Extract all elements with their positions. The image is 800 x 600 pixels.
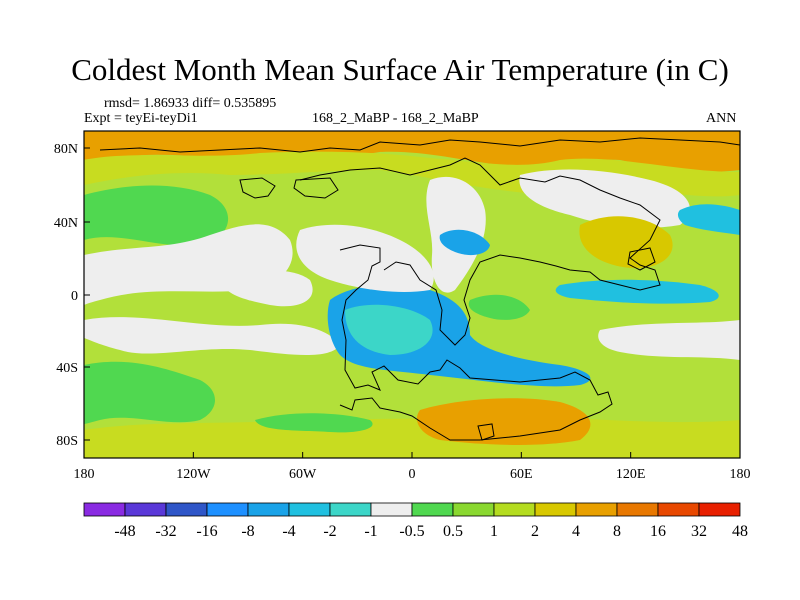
colorbar-swatch xyxy=(83,502,126,517)
colorbar-label: -8 xyxy=(241,523,254,540)
colorbar-swatch xyxy=(206,502,249,517)
colorbar-label: -1 xyxy=(364,523,377,540)
colorbar-label: -0.5 xyxy=(399,523,424,540)
season-label: ANN xyxy=(706,111,737,126)
antarctic-coast-outline xyxy=(477,423,495,441)
colorbar-swatch xyxy=(247,502,290,517)
map-title: Coldest Month Mean Surface Air Temperatu… xyxy=(71,52,729,87)
colorbar-label: 8 xyxy=(613,523,621,540)
north-pacific-green xyxy=(84,185,229,246)
lat-tick-label: 40N xyxy=(54,216,78,231)
colorbar-swatch xyxy=(124,502,167,517)
colorbar-label: 1 xyxy=(490,523,498,540)
colorbar-swatch xyxy=(370,502,413,517)
colorbar-swatch xyxy=(657,502,700,517)
south-pacific-neutral-band xyxy=(84,317,340,355)
lat-tick-label: 80N xyxy=(54,142,78,157)
colorbar-label: 2 xyxy=(531,523,539,540)
equatorial-west-pacific-cool xyxy=(555,279,719,304)
colorbar-label: -4 xyxy=(282,523,295,540)
axis-ticks: 80N 40N 0 40S 80S 180 120W 60W 0 60E 120E 180 xyxy=(54,142,751,482)
colorbar-swatch xyxy=(534,502,577,517)
colorbar-swatch xyxy=(288,502,331,517)
lon-tick-label: 60W xyxy=(289,467,317,482)
lat-tick-label: 0 xyxy=(71,289,78,304)
colorbar-label: -2 xyxy=(323,523,336,540)
colorbar-swatch xyxy=(411,502,454,517)
stats-text: rmsd= 1.86933 diff= 0.535895 xyxy=(104,96,277,111)
east-asia-island-outline xyxy=(627,247,656,271)
colorbar-label: -48 xyxy=(114,523,135,540)
colorbar-swatch xyxy=(452,502,495,517)
lon-tick-label: 120E xyxy=(616,467,646,482)
colorbar-swatch xyxy=(493,502,536,517)
colorbar: -48 -32 -16 -8 -4 -2 -1 -0.5 0.5 1 2 4 8 16 32 48 xyxy=(83,502,748,540)
eurasia-outline xyxy=(299,157,661,346)
lat-tick-label: 80S xyxy=(56,434,78,449)
lon-tick-label: 180 xyxy=(730,467,751,482)
northeast-pacific-cool xyxy=(677,204,740,235)
greenland-outline xyxy=(239,177,276,199)
colorbar-label: -32 xyxy=(155,523,176,540)
colorbar-label: 4 xyxy=(572,523,580,540)
north-atlantic-cool xyxy=(439,229,490,256)
lat-tick-label: 40S xyxy=(56,361,78,376)
experiment-label: Expt = teyEi-teyDi1 xyxy=(84,111,198,126)
east-pacific-neutral xyxy=(220,270,313,307)
case-label: 168_2_MaBP - 168_2_MaBP xyxy=(312,111,479,126)
colorbar-label: 16 xyxy=(650,523,666,540)
antarctic-warm-region xyxy=(416,398,591,445)
asia-neutral-region xyxy=(519,169,690,228)
west-pacific-neutral-band xyxy=(598,320,740,360)
colorbar-label: -16 xyxy=(196,523,217,540)
lon-tick-label: 60E xyxy=(510,467,533,482)
colorbar-label: 32 xyxy=(691,523,707,540)
asia-warm-region xyxy=(579,216,673,269)
south-pacific-green xyxy=(84,361,215,424)
lon-tick-label: 0 xyxy=(409,467,416,482)
lon-tick-label: 180 xyxy=(74,467,95,482)
colorbar-swatch xyxy=(616,502,659,517)
south-america-africa-outline xyxy=(339,244,613,441)
colorbar-swatch xyxy=(698,502,741,517)
colorbar-swatch xyxy=(329,502,372,517)
colorbar-label: 48 xyxy=(732,523,748,540)
arctic-island-outline xyxy=(293,177,339,199)
light-green-patch xyxy=(255,413,373,433)
equatorial-atlantic-neutral xyxy=(296,224,434,292)
plot-area xyxy=(84,131,740,458)
continent-outlines xyxy=(99,137,740,441)
north-america-outline xyxy=(99,137,740,153)
colorbar-swatch xyxy=(165,502,208,517)
south-atlantic-aqua-core xyxy=(345,304,433,355)
light-green-patch xyxy=(468,294,530,320)
lon-tick-label: 120W xyxy=(176,467,211,482)
colorbar-swatch xyxy=(575,502,618,517)
colorbar-label: 0.5 xyxy=(443,523,463,540)
